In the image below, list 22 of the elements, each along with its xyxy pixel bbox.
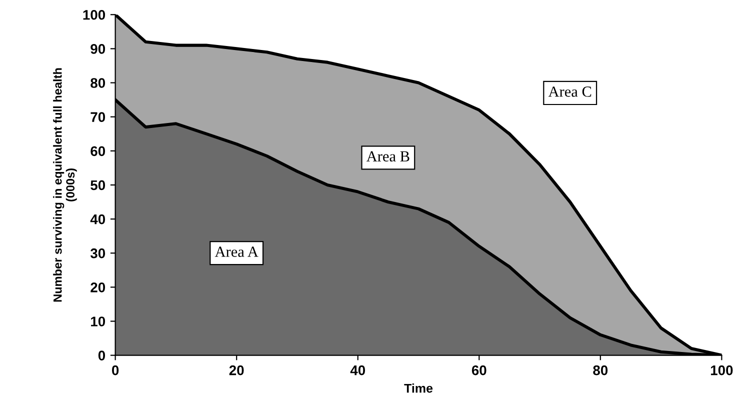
y-tick-label: 0 bbox=[98, 350, 106, 360]
y-tick-label: 80 bbox=[90, 78, 106, 88]
y-tick-label: 90 bbox=[90, 44, 106, 54]
y-tick-label: 50 bbox=[90, 180, 106, 190]
x-tick-label: 0 bbox=[112, 365, 119, 376]
x-tick-label: 40 bbox=[350, 365, 366, 376]
annotation: Area A bbox=[214, 246, 258, 257]
y-tick-label: 100 bbox=[83, 10, 106, 20]
y-axis-title: Number surviving in equivalent full health (000s) bbox=[53, 68, 77, 302]
x-tick-label: 80 bbox=[593, 365, 608, 376]
y-tick-label: 70 bbox=[90, 112, 106, 122]
annotation: Area B bbox=[366, 151, 410, 162]
x-tick-label: 20 bbox=[229, 365, 244, 376]
y-tick-label: 40 bbox=[90, 214, 106, 224]
y-tick-label: 10 bbox=[91, 316, 106, 326]
y-tick-label: 20 bbox=[90, 282, 106, 292]
x-tick-label: 60 bbox=[472, 365, 486, 376]
x-axis-title: Time bbox=[404, 384, 433, 393]
y-tick-label: 60 bbox=[90, 146, 106, 156]
y-tick-label: 30 bbox=[90, 248, 106, 258]
annotation: Area C bbox=[548, 86, 592, 97]
x-tick-label: 100 bbox=[710, 365, 733, 376]
